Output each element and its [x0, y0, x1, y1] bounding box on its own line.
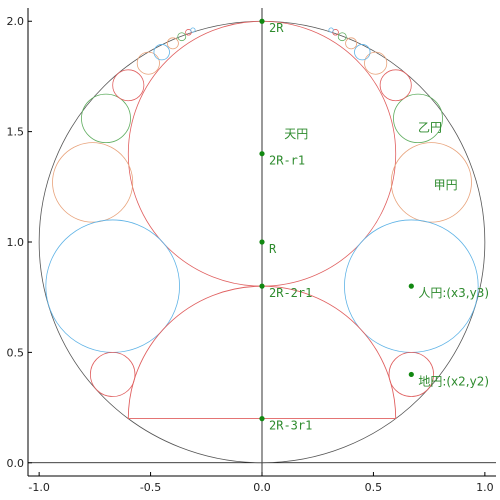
- point-marker: [259, 18, 265, 24]
- point-marker: [408, 283, 414, 289]
- point-label: 2R-r1: [269, 154, 305, 168]
- koen-circle: [52, 142, 134, 223]
- points-layer: [259, 18, 414, 422]
- circle-label: 甲円: [434, 178, 458, 192]
- point-marker: [259, 151, 265, 157]
- point-label: 2R-2r1: [269, 286, 312, 300]
- labels-layer: 2R 2R-r1 R 2R-2r1 2R-3r1 人円:(x3,y3) 地円:(x2,y2)…: [269, 21, 489, 432]
- chien-circle: [90, 351, 136, 397]
- point-label: 人円:(x3,y3): [418, 286, 489, 300]
- y-tick-label: 1.5: [7, 126, 25, 139]
- chain-circle: [153, 44, 170, 61]
- chain-circle: [112, 69, 145, 102]
- point-label: 2R: [269, 21, 284, 35]
- otsuen-circle: [393, 93, 443, 144]
- point-label: 地円:(x2,y2): [418, 374, 489, 388]
- chien-circle: [388, 351, 435, 397]
- point-label: R: [269, 242, 277, 256]
- point-marker: [408, 371, 414, 378]
- y-tick-label: 2.0: [7, 15, 25, 28]
- x-tick-label: -0.5: [140, 481, 161, 494]
- chain-circle: [190, 27, 196, 33]
- y-tick-label: 0.0: [7, 457, 25, 470]
- jinen-circle: [45, 219, 180, 353]
- circle-label: 乙円: [418, 121, 442, 135]
- y-tick-label: 0.5: [7, 346, 25, 359]
- x-tick-label: -1.0: [28, 481, 49, 494]
- chain-circle: [337, 32, 347, 42]
- chain-circle: [379, 69, 412, 102]
- circle-label: 天円: [284, 127, 308, 141]
- otsuen-circle: [81, 93, 131, 144]
- chain-circle: [136, 51, 160, 75]
- axes: -1.0 -0.5 0.0 0.5 1.0 0.0 0.5 1.0 1.5 2.0: [7, 8, 496, 494]
- chain-circle: [345, 37, 358, 50]
- y-tick-label: 1.0: [7, 236, 25, 249]
- x-tick-label: 1.0: [476, 481, 494, 494]
- point-marker: [259, 283, 265, 289]
- x-tick-label: 0.0: [253, 481, 271, 494]
- chain-circle: [166, 37, 179, 50]
- chain-circle: [364, 51, 388, 75]
- point-label: 2R-3r1: [269, 419, 312, 433]
- point-marker: [259, 416, 265, 422]
- point-marker: [259, 239, 265, 245]
- koen-circle: [390, 142, 472, 223]
- chain-circle: [354, 44, 371, 61]
- x-tick-label: 0.5: [365, 481, 383, 494]
- lower-semicircle: [127, 285, 397, 420]
- chain-circle: [328, 27, 334, 33]
- chain-circle: [177, 32, 187, 42]
